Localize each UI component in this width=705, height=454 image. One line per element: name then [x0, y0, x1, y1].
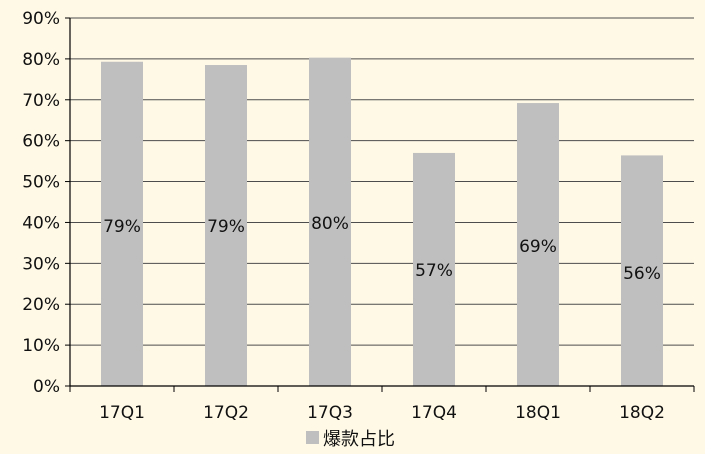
- y-tick-label: 70%: [22, 91, 60, 111]
- y-tick-label: 60%: [22, 132, 60, 152]
- legend: 爆款占比: [306, 429, 395, 450]
- legend-label: 爆款占比: [323, 429, 395, 450]
- y-tick-label: 10%: [22, 336, 60, 356]
- data-label: 79%: [207, 217, 245, 237]
- y-tick-labels: 0% 10% 20% 30% 40% 50% 60% 70% 80% 90%: [22, 9, 60, 397]
- data-label: 79%: [103, 217, 141, 237]
- bar: [205, 65, 247, 387]
- x-tick-label: 17Q3: [307, 403, 353, 423]
- y-tick-label: 80%: [22, 50, 60, 70]
- y-tick-label: 50%: [22, 173, 60, 193]
- data-label: 80%: [311, 214, 349, 234]
- bars: [101, 57, 663, 387]
- y-tick-label: 90%: [22, 9, 60, 29]
- gridlines: [70, 17, 694, 346]
- data-labels: 79% 79% 80% 57% 69% 56%: [103, 214, 661, 284]
- x-tick-label: 17Q1: [99, 403, 145, 423]
- x-tick-label: 17Q4: [411, 403, 457, 423]
- bar: [413, 152, 455, 386]
- legend-swatch: [306, 431, 319, 444]
- bar: [517, 103, 559, 386]
- bar: [309, 57, 351, 386]
- data-label: 56%: [623, 264, 661, 284]
- x-tick-label: 17Q2: [203, 403, 249, 423]
- y-tick-label: 40%: [22, 213, 60, 233]
- x-tick-label: 18Q1: [515, 403, 561, 423]
- bar: [101, 61, 143, 387]
- x-tick-label: 18Q2: [619, 403, 665, 423]
- y-tick-label: 20%: [22, 295, 60, 315]
- x-tick-labels: 17Q1 17Q2 17Q3 17Q4 18Q1 18Q2: [99, 403, 665, 423]
- data-label: 69%: [519, 237, 557, 257]
- y-tick-label: 0%: [33, 377, 60, 397]
- axes: [65, 17, 695, 392]
- y-tick-label: 30%: [22, 254, 60, 274]
- bar: [621, 155, 663, 386]
- data-label: 57%: [415, 261, 453, 281]
